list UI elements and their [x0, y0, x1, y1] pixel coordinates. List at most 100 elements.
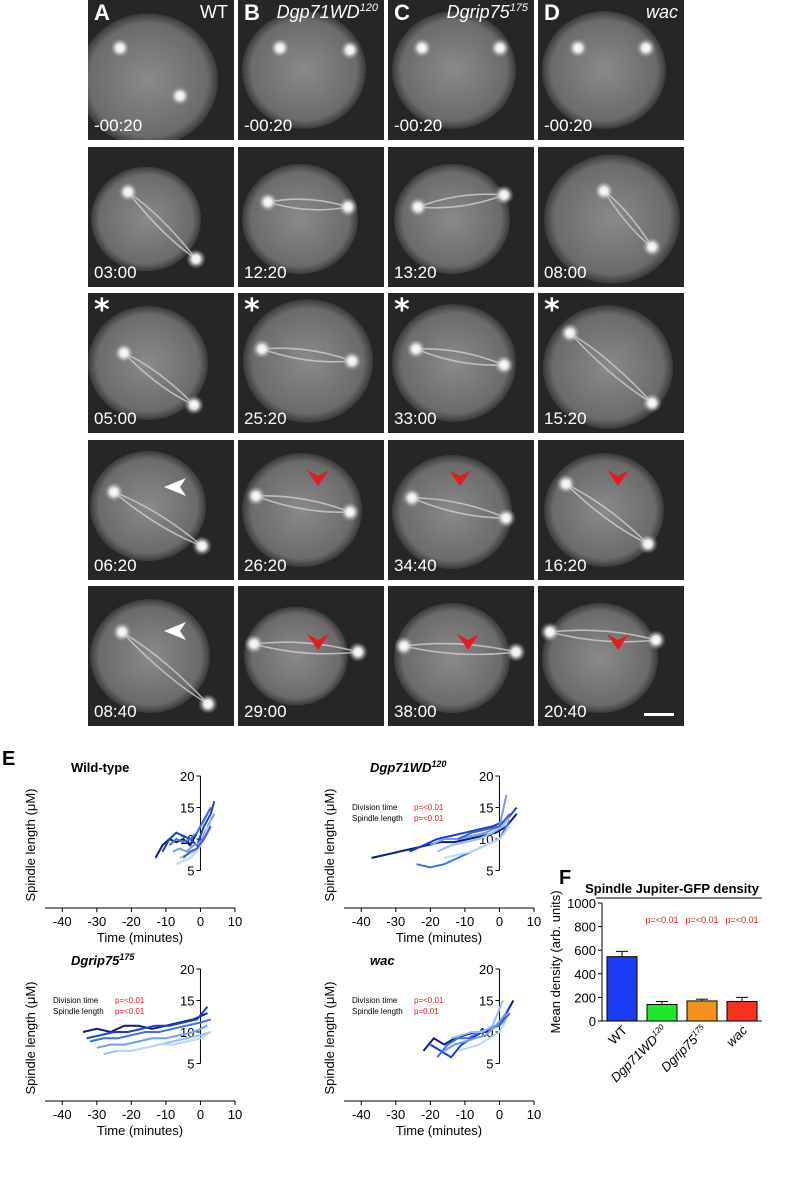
- series-line: [436, 813, 511, 853]
- x-tick-label: -10: [456, 914, 475, 929]
- cell-body: [88, 306, 208, 420]
- micrograph-image: [243, 299, 373, 423]
- x-axis-label: Time (minutes): [97, 1123, 183, 1138]
- y-tick-label: 20: [479, 962, 493, 977]
- micrograph-panel: 13:20: [388, 147, 534, 287]
- y-tick-label: 5: [486, 864, 493, 879]
- y-tick-label: 15: [479, 994, 493, 1009]
- bar-category-label: Dgrip75175: [658, 1022, 711, 1075]
- y-tick-label: 10: [479, 832, 493, 847]
- micrograph-image: [544, 154, 680, 284]
- centrosome: [490, 38, 510, 58]
- y-tick-label: 10: [180, 1025, 194, 1040]
- series-line: [457, 813, 511, 840]
- micrograph-image: [542, 11, 666, 129]
- micrograph-panel: 12:20: [238, 147, 384, 287]
- timestamp: 03:00: [94, 263, 137, 282]
- x-tick-label: 0: [496, 1107, 503, 1122]
- timestamp: 06:20: [94, 556, 137, 575]
- centrosome: [642, 393, 662, 413]
- series-line: [103, 1031, 212, 1055]
- centrosome: [496, 508, 516, 528]
- condition-label: WT: [200, 2, 228, 22]
- bar-y-tick-label: 0: [589, 1014, 596, 1029]
- micrograph-panel: * 15:20: [538, 293, 684, 433]
- centrosome: [412, 38, 432, 58]
- micrograph-panel: 38:00: [388, 586, 534, 726]
- x-axis-label: Time (minutes): [396, 930, 482, 945]
- timestamp: 26:20: [244, 556, 287, 575]
- chart-title: Dgrip75175: [71, 952, 135, 968]
- cell-body: [394, 602, 510, 714]
- centrosome: [258, 192, 278, 212]
- micrograph-image: [90, 450, 212, 562]
- x-tick-label: -40: [53, 1107, 72, 1122]
- micrograph-panel: 26:20: [238, 440, 384, 580]
- panel-letter: A: [94, 0, 110, 25]
- centrosome: [338, 197, 358, 217]
- micrograph-image: [242, 453, 362, 567]
- stat-label: Division time: [352, 996, 398, 1005]
- centrosome: [638, 534, 658, 554]
- asterisk-marker: *: [544, 293, 560, 328]
- cell-body: [542, 602, 658, 714]
- timestamp: -00:20: [244, 116, 293, 135]
- micrograph-panel: 20:40: [538, 586, 684, 726]
- timestamp: -00:20: [94, 116, 143, 135]
- x-tick-label: -20: [421, 1107, 440, 1122]
- micrograph-image: [392, 455, 516, 569]
- micrograph-panel: 16:20: [538, 440, 684, 580]
- y-axis-label: Spindle length (μM): [23, 789, 38, 902]
- bar-y-tick-label: 400: [574, 967, 596, 982]
- micrograph-panel: C Dgrip75175 -00:20: [388, 0, 534, 140]
- micrograph-panel: 34:40: [388, 440, 534, 580]
- x-tick-label: -20: [122, 1107, 141, 1122]
- stat-p-value: p=<0.01: [414, 814, 444, 823]
- condition-label: wac: [645, 2, 678, 22]
- panel-label-f: F: [559, 867, 572, 889]
- panel-letter: B: [244, 0, 260, 25]
- timestamp: 05:00: [94, 409, 137, 428]
- centrosome: [340, 40, 360, 60]
- series-line: [161, 800, 216, 853]
- centrosome: [186, 249, 206, 269]
- centrosome: [244, 634, 264, 654]
- stat-label: Spindle length: [53, 1007, 104, 1016]
- x-tick-label: -30: [87, 914, 106, 929]
- red-arrowhead: [307, 470, 329, 486]
- panel-label-e: E: [2, 748, 16, 770]
- cell-body: [242, 163, 358, 275]
- centrosome: [402, 488, 422, 508]
- x-tick-label: 10: [527, 914, 541, 929]
- x-tick-label: -10: [157, 1107, 176, 1122]
- stat-label: Spindle length: [352, 814, 403, 823]
- bar-y-tick-label: 600: [574, 943, 596, 958]
- series-line: [168, 807, 212, 847]
- series-line: [117, 1031, 212, 1052]
- bar-category-label: Dgp71WD120: [608, 1022, 671, 1085]
- centrosome: [110, 38, 130, 58]
- x-tick-label: -40: [53, 914, 72, 929]
- centrosome: [394, 636, 414, 656]
- series-line: [409, 806, 518, 853]
- series-line: [429, 794, 508, 847]
- centrosome: [560, 323, 580, 343]
- series-line: [172, 813, 216, 853]
- scale-bar: [644, 713, 674, 716]
- x-axis-label: Time (minutes): [396, 1123, 482, 1138]
- timestamp: 15:20: [544, 409, 587, 428]
- centrosome: [556, 474, 576, 494]
- centrosome: [112, 622, 132, 642]
- x-tick-label: -10: [456, 1107, 475, 1122]
- micrograph-image: [90, 599, 218, 714]
- y-tick-label: 10: [479, 1025, 493, 1040]
- x-tick-label: -10: [157, 914, 176, 929]
- y-tick-label: 10: [180, 832, 194, 847]
- y-tick-label: 15: [180, 994, 194, 1009]
- timestamp: 08:40: [94, 702, 137, 721]
- timestamp: 20:40: [544, 702, 587, 721]
- series-line: [443, 825, 511, 859]
- series-line: [422, 1000, 515, 1052]
- y-axis-label: Spindle length (μM): [322, 789, 337, 902]
- y-tick-label: 20: [479, 769, 493, 784]
